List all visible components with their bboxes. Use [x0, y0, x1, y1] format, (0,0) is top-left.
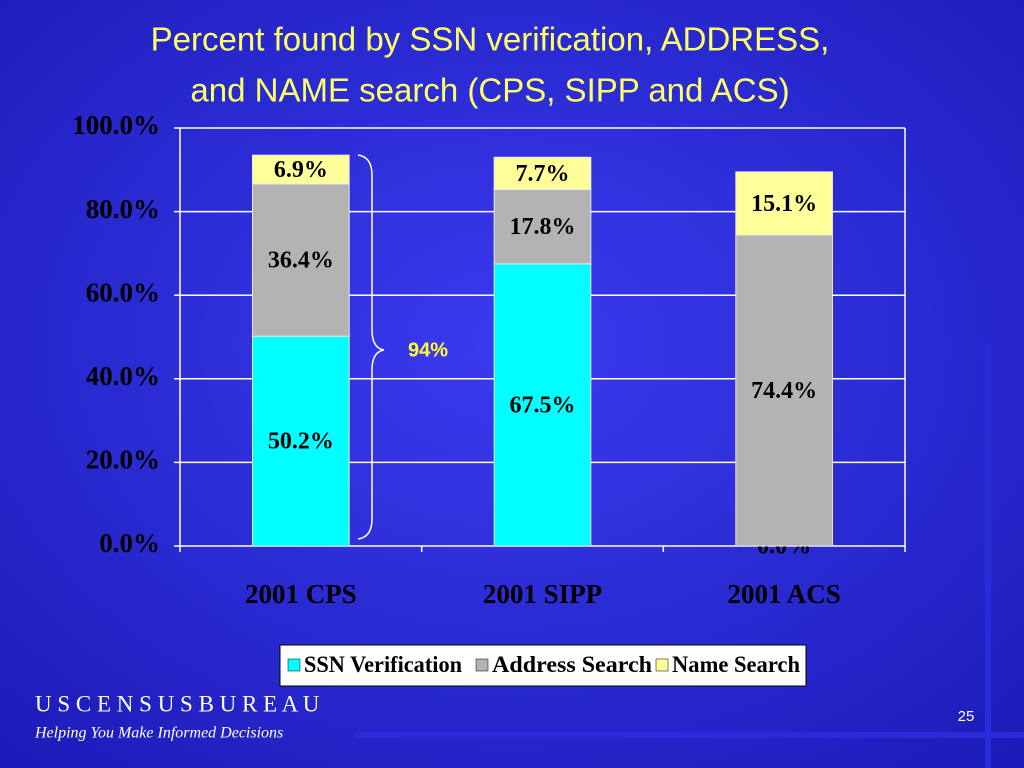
bar-segment — [735, 171, 833, 236]
bar-segment — [252, 154, 350, 185]
x-tick-label: 2001 ACS — [728, 579, 841, 609]
bar-segment — [493, 188, 592, 265]
bar-segment — [493, 263, 592, 547]
y-tick-label: 80.0% — [86, 194, 160, 224]
x-tick-label: 2001 SIPP — [483, 579, 602, 609]
agency-name: U S C E N S U S B U R E A U — [35, 691, 320, 716]
y-tick-label: 40.0% — [86, 361, 160, 391]
legend-box — [279, 644, 807, 687]
legend-swatch — [287, 658, 301, 672]
bar-segment — [252, 335, 350, 547]
y-tick-label: 100.0% — [72, 110, 160, 140]
y-tick-label: 60.0% — [86, 277, 160, 307]
legend-label: Address Search — [492, 652, 652, 677]
legend-label: SSN Verification — [304, 652, 462, 677]
data-label: 17.8% — [510, 214, 576, 240]
legend-swatch — [655, 658, 669, 672]
page-number: 25 — [958, 708, 975, 725]
chart-title: and NAME search (CPS, SIPP and ACS) — [190, 72, 789, 109]
tagline: Helping You Make Informed Decisions — [34, 725, 283, 742]
bar-segment — [735, 234, 833, 547]
chart-title: Percent found by SSN verification, ADDRE… — [151, 21, 830, 58]
y-tick-label: 0.0% — [99, 528, 160, 558]
x-tick-label: 2001 CPS — [245, 579, 357, 609]
bar-segment — [252, 183, 350, 337]
data-label: 74.4% — [751, 378, 817, 404]
brace — [357, 154, 385, 540]
bar-segment — [493, 156, 592, 190]
data-label: 15.1% — [751, 191, 817, 217]
data-label: 36.4% — [268, 248, 334, 274]
data-label: 67.5% — [510, 392, 576, 418]
data-label: 7.7% — [516, 161, 570, 187]
legend-label: Name Search — [672, 652, 800, 677]
legend-swatch — [475, 658, 489, 672]
data-label: 50.2% — [268, 429, 334, 455]
annotation: 94% — [408, 339, 448, 361]
y-tick-label: 20.0% — [86, 445, 160, 475]
data-label: 6.9% — [274, 157, 328, 183]
